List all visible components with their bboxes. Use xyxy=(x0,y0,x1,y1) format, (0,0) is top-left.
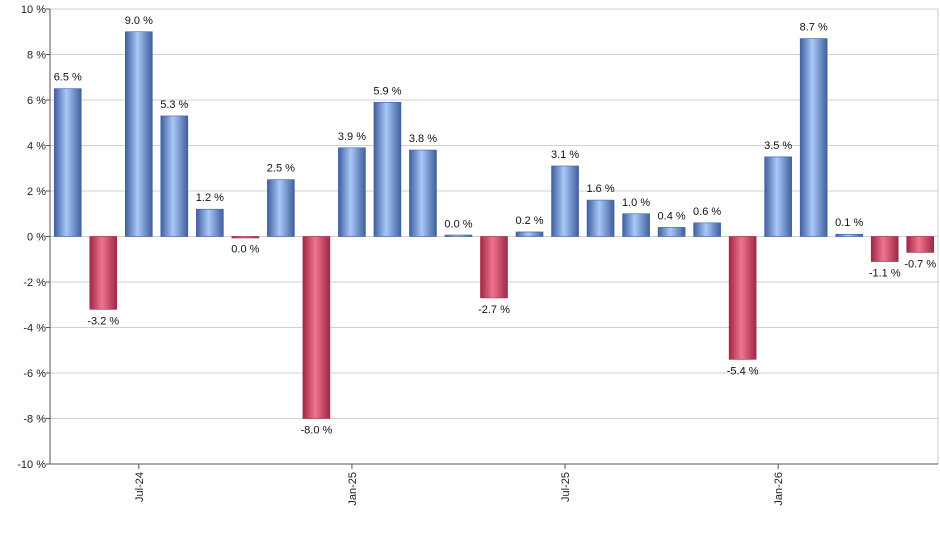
bar-value-label: 2.5 % xyxy=(267,163,295,175)
bar-value-label: -0.7 % xyxy=(904,258,936,270)
bar-value-label: 6.5 % xyxy=(54,72,82,84)
bar-value-label: 9.0 % xyxy=(125,15,153,27)
bars xyxy=(53,31,935,419)
bar-negative xyxy=(302,236,331,419)
bar-value-label: 5.3 % xyxy=(160,99,188,111)
bar-positive xyxy=(373,101,402,237)
y-tick-label: 4 % xyxy=(27,141,46,153)
bar-positive xyxy=(515,231,544,237)
bar-value-label: 3.8 % xyxy=(409,133,437,145)
y-tick-label: -2 % xyxy=(23,277,46,289)
y-tick-label: -8 % xyxy=(23,414,46,426)
x-tick-label: Jul-24 xyxy=(134,472,146,502)
bar-positive xyxy=(835,233,864,237)
bar-value-label: 3.5 % xyxy=(764,140,792,152)
y-tick-label: 8 % xyxy=(27,50,46,62)
bar-value-label: 5.9 % xyxy=(373,85,401,97)
bar-value-label: 3.1 % xyxy=(551,149,579,161)
bar-positive xyxy=(409,149,437,237)
bar-positive xyxy=(657,227,686,237)
y-tick-label: -6 % xyxy=(23,368,46,380)
y-tick-label: 6 % xyxy=(27,95,46,107)
bar-positive xyxy=(799,38,828,237)
bar-value-label: -5.4 % xyxy=(727,365,759,377)
bar-value-label: 0.4 % xyxy=(658,210,686,222)
bar-value-label: -1.1 % xyxy=(869,268,901,280)
bar-value-label: -3.2 % xyxy=(87,315,119,327)
x-tick-label: Jul-25 xyxy=(560,472,572,502)
bar-value-label: 0.0 % xyxy=(231,244,259,256)
bar-value-label: 1.2 % xyxy=(196,192,224,204)
bar-positive xyxy=(622,213,650,237)
bar-positive xyxy=(53,88,82,237)
y-tick-label: -4 % xyxy=(23,323,46,335)
y-tick-label: 2 % xyxy=(27,186,46,198)
bar-value-label: 0.6 % xyxy=(693,206,721,218)
bar-negative xyxy=(906,236,935,253)
y-tick-label: 0 % xyxy=(27,232,46,244)
bar-value-label: 0.0 % xyxy=(444,219,472,231)
y-tick-label: -10 % xyxy=(17,459,46,471)
bar-value-label: -8.0 % xyxy=(301,425,333,437)
bar-positive xyxy=(764,156,792,237)
bar-positive xyxy=(338,147,366,237)
bar-negative xyxy=(231,236,260,239)
bar-value-label: 1.0 % xyxy=(622,197,650,209)
bar-positive xyxy=(160,115,189,237)
data-labels: 6.5 % -3.2 % 9.0 % 5.3 % 1.2 % 0.0 % 2.5 % -8.0… xyxy=(54,15,937,437)
y-tick-label: 10 % xyxy=(21,4,46,16)
x-tick-label: Jan-25 xyxy=(347,472,359,506)
bar-value-label: 8.7 % xyxy=(800,22,828,34)
bar-negative xyxy=(480,236,508,299)
bar-positive xyxy=(444,234,473,237)
bar-positive xyxy=(267,179,295,237)
bar-negative xyxy=(870,236,899,262)
bar-positive xyxy=(551,165,579,237)
bar-value-label: 1.6 % xyxy=(586,183,614,195)
bar-positive xyxy=(586,199,615,237)
bar-value-label: 3.9 % xyxy=(338,131,366,143)
x-tick-label: Jan-26 xyxy=(773,472,785,506)
bar-positive xyxy=(196,208,224,237)
axes: -10 % -8 % -6 % -4 % -2 % 0 % 2 % 4 % 6 % 8 % 10 %… xyxy=(17,4,938,506)
bar-value-label: -2.7 % xyxy=(478,304,510,316)
bar-value-label: 0.1 % xyxy=(835,217,863,229)
bar-negative xyxy=(89,236,118,310)
bar-positive xyxy=(125,31,153,237)
bar-positive xyxy=(693,222,721,237)
bar-value-label: 0.2 % xyxy=(515,215,543,227)
bar-negative xyxy=(728,236,757,360)
